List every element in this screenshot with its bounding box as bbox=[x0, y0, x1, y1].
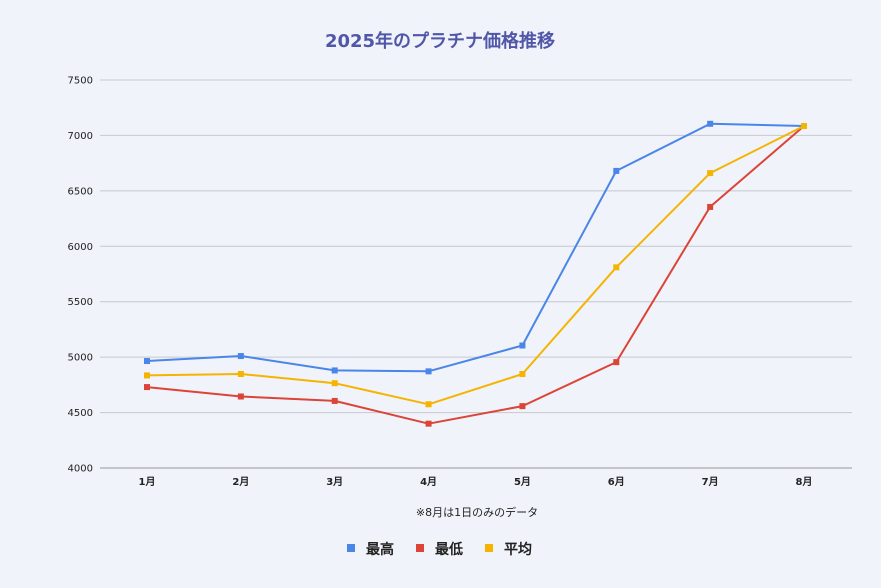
series-points bbox=[144, 120, 807, 427]
data-point bbox=[425, 401, 432, 408]
data-point bbox=[425, 420, 432, 427]
x-tick-label: 8月 bbox=[796, 476, 813, 488]
legend-label-2: 平均 bbox=[504, 541, 532, 558]
data-point bbox=[707, 170, 714, 177]
y-tick-label: 6500 bbox=[68, 186, 93, 197]
x-tick-label: 4月 bbox=[420, 476, 437, 488]
y-tick-label: 7000 bbox=[68, 131, 93, 142]
data-point bbox=[144, 358, 150, 365]
data-point bbox=[331, 397, 338, 404]
x-axis-ticks: 1月 2月 3月 4月 5月 6月 7月 8月 bbox=[139, 476, 813, 488]
y-tick-label: 5000 bbox=[68, 353, 93, 364]
x-tick-label: 2月 bbox=[232, 476, 249, 488]
legend-swatch-2 bbox=[485, 544, 493, 552]
data-point bbox=[613, 359, 620, 366]
data-point bbox=[707, 203, 714, 210]
data-point bbox=[144, 372, 150, 379]
x-tick-label: 6月 bbox=[608, 476, 625, 488]
data-point bbox=[425, 368, 432, 375]
y-tick-label: 6000 bbox=[68, 242, 93, 253]
data-point bbox=[519, 370, 526, 377]
data-point bbox=[144, 384, 150, 391]
data-point bbox=[237, 393, 244, 400]
data-point bbox=[613, 264, 620, 271]
series-line-1 bbox=[146, 125, 805, 425]
data-point bbox=[613, 167, 620, 174]
legend: 最高 最低 平均 bbox=[347, 541, 532, 558]
chart-note: ※8月は1日のみのデータ bbox=[416, 505, 538, 519]
data-point bbox=[519, 342, 526, 349]
x-tick-label: 3月 bbox=[326, 476, 343, 488]
series-line-2 bbox=[146, 125, 805, 406]
chart-title: 2025年のプラチナ価格推移 bbox=[325, 30, 555, 52]
data-point bbox=[707, 120, 714, 127]
legend-swatch-1 bbox=[416, 544, 424, 552]
data-point bbox=[801, 123, 807, 130]
gridlines bbox=[100, 79, 852, 469]
legend-swatch-0 bbox=[347, 544, 355, 552]
series-lines bbox=[146, 122, 805, 425]
x-tick-label: 1月 bbox=[139, 476, 156, 488]
y-tick-label: 7500 bbox=[68, 76, 93, 87]
legend-label-0: 最高 bbox=[366, 541, 394, 558]
data-point bbox=[331, 380, 338, 387]
data-point bbox=[237, 370, 244, 377]
legend-label-1: 最低 bbox=[435, 541, 463, 558]
series-line-0 bbox=[146, 122, 805, 373]
y-tick-label: 5500 bbox=[68, 297, 93, 308]
y-tick-label: 4000 bbox=[68, 464, 93, 475]
y-axis-ticks: 4000 4500 5000 5500 6000 6500 7000 7500 bbox=[68, 76, 93, 475]
y-tick-label: 4500 bbox=[68, 408, 93, 419]
data-point bbox=[519, 403, 526, 410]
data-point bbox=[331, 367, 338, 374]
data-point bbox=[237, 353, 244, 360]
x-tick-label: 5月 bbox=[514, 476, 531, 488]
x-tick-label: 7月 bbox=[702, 476, 719, 488]
